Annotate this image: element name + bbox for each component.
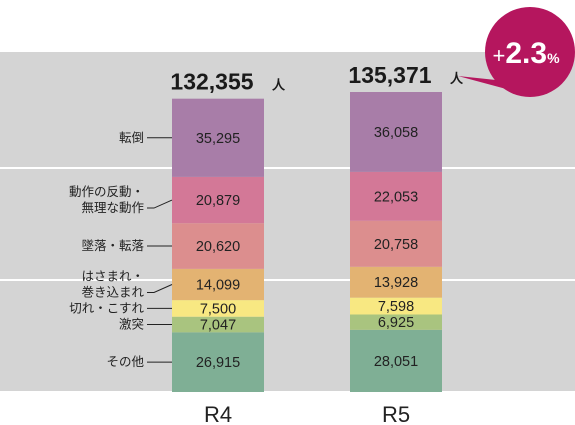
leader-line-5 <box>147 199 173 209</box>
value-label-R4-6: 35,295 <box>196 131 240 147</box>
badge-circle <box>485 7 575 97</box>
value-label-R5-4: 20,758 <box>374 237 418 253</box>
category-label-4-0: 墜落・転落 <box>81 238 144 253</box>
value-label-R5-3: 13,928 <box>374 275 418 291</box>
bar-segment-R5-4 <box>350 220 442 267</box>
bar-segment-R5-2 <box>350 297 442 315</box>
badge-value: 2.3 <box>505 37 547 70</box>
totals: 132,355 人 135,371 人 <box>170 62 464 95</box>
bar-segment-R5-1 <box>350 314 442 330</box>
value-label-R5-0: 28,051 <box>374 354 418 370</box>
bar-segment-R4-3 <box>172 268 264 301</box>
category-label-5-1: 無理な動作 <box>81 200 144 215</box>
badge-sign: + <box>492 43 505 68</box>
value-label-R4-4: 20,620 <box>196 239 240 255</box>
bar-segment-R4-6 <box>172 98 264 177</box>
value-label-R5-2: 7,598 <box>378 299 414 315</box>
total-unit-R4: 人 <box>272 78 286 94</box>
bar-segment-R5-3 <box>350 266 442 298</box>
value-label-R4-1: 7,047 <box>200 318 236 334</box>
x-label-R5: R5 <box>382 402 410 425</box>
category-label-3-0: はさまれ・ <box>81 268 144 283</box>
total-unit-R5: 人 <box>450 71 464 87</box>
bar-segment-R4-4 <box>172 223 264 269</box>
plot-panel <box>0 52 575 391</box>
badge-text: +2.3% <box>492 37 560 70</box>
change-badge: +2.3% <box>458 7 575 97</box>
gridlines <box>0 167 575 281</box>
bar-segment-R5-0 <box>350 329 442 392</box>
category-label-0-0: その他 <box>106 354 144 369</box>
x-axis-labels: R4 R5 <box>204 402 410 425</box>
bar-segment-R5-5 <box>350 171 442 221</box>
bar-segment-R4-2 <box>172 300 264 317</box>
category-label-2-0: 切れ・こすれ <box>69 300 144 315</box>
leader-line-3 <box>147 284 173 293</box>
bar-segment-R4-0 <box>172 332 264 392</box>
value-label-R5-1: 6,925 <box>378 315 414 331</box>
value-label-R4-2: 7,500 <box>200 301 236 317</box>
category-label-6-0: 転倒 <box>119 130 144 145</box>
bar-segment-R4-5 <box>172 176 264 224</box>
category-label-5-0: 動作の反動・ <box>69 184 144 199</box>
badge-unit: % <box>547 50 560 66</box>
bar-segment-R4-1 <box>172 316 264 333</box>
bar-segment-R5-6 <box>350 92 442 172</box>
value-label-R5-5: 22,053 <box>374 189 418 205</box>
x-label-R4: R4 <box>204 402 232 425</box>
value-label-R4-0: 26,915 <box>196 355 240 371</box>
badge-tail <box>458 76 510 90</box>
value-label-R4-3: 14,099 <box>196 277 240 293</box>
value-label-R5-6: 36,058 <box>374 125 418 141</box>
total-R4: 132,355 <box>170 69 253 95</box>
value-label-R4-5: 20,879 <box>196 193 240 209</box>
category-label-1-0: 激突 <box>119 317 144 332</box>
total-R5: 135,371 <box>348 62 431 88</box>
category-label-3-1: 巻き込まれ <box>81 284 144 299</box>
